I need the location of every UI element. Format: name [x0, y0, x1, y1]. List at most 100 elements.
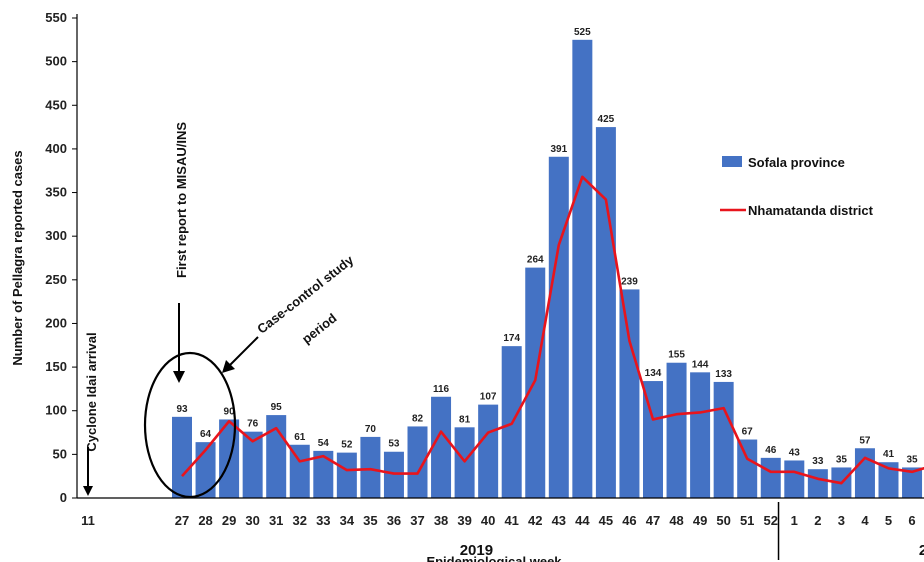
bar-data-label: 116 [433, 384, 450, 395]
annotation-first-report: First report to MISAU/INS [174, 122, 189, 278]
x-tick-label: 27 [175, 513, 189, 528]
y-tick-label: 400 [45, 141, 67, 156]
bar [172, 416, 192, 498]
bar-data-label: 90 [224, 406, 236, 417]
x-tick-label: 49 [693, 513, 707, 528]
bar-data-label: 54 [318, 438, 330, 449]
bar [313, 450, 334, 498]
x-tick-label: 30 [245, 513, 259, 528]
x-tick-label: 46 [622, 513, 636, 528]
x-tick-label: 42 [528, 513, 542, 528]
bar [666, 362, 687, 498]
bar [572, 39, 593, 499]
bar-data-label: 174 [503, 333, 520, 344]
y-axis: 0 50 100 150 200 250 300 350 400 450 500 550 [45, 10, 78, 505]
line-path [181, 175, 924, 485]
bar-data-label: 41 [883, 449, 895, 460]
x-tick-label: 45 [599, 513, 613, 528]
bar [643, 381, 663, 498]
legend-label-sofala: Sofala province [748, 155, 845, 170]
x-tick-label: 36 [387, 513, 401, 528]
bar [854, 448, 875, 498]
bar [431, 396, 452, 498]
bar-data-label: 33 [812, 456, 824, 467]
arrow-case-control-head [222, 360, 235, 373]
y-tick-label: 50 [53, 446, 67, 461]
bar-data-label: 107 [480, 392, 497, 403]
x-tick-label: 3 [838, 513, 845, 528]
x-axis: 11 27 28 29 30 31 32 33 34 35 36 37 38 39 40 41 42 43 44 45… [77, 497, 924, 560]
annotation-case-control-line2: period [299, 310, 340, 346]
bar-data-label: 93 [176, 404, 188, 415]
bar [478, 404, 499, 498]
bar-data-label: 95 [271, 402, 283, 413]
bar-data-label: 52 [341, 440, 353, 451]
arrow-case-control-shaft [229, 336, 259, 366]
x-tick-label: 5 [885, 513, 892, 528]
bar [878, 462, 899, 498]
y-tick-label: 200 [45, 315, 67, 330]
annotation-cyclone: Cyclone Idai arrival [84, 332, 99, 451]
x-tick-label: 37 [410, 513, 424, 528]
bar [595, 127, 616, 498]
x-tick-label: 48 [669, 513, 683, 528]
y-axis-title: Number of Pellagra reported cases [10, 150, 25, 365]
annotation-case-control-line1: Case-control study [254, 252, 357, 337]
x-tick-label: 35 [363, 513, 377, 528]
bar [360, 436, 381, 498]
year-label: 2019 [460, 542, 493, 559]
bar [454, 427, 475, 498]
legend: Sofala province Nhamatanda district [720, 155, 874, 218]
x-tick-label: 44 [575, 513, 590, 528]
bar [807, 469, 828, 498]
bar [407, 426, 428, 498]
x-tick-label: 43 [552, 513, 566, 528]
y-tick-label: 550 [45, 10, 67, 25]
bar [784, 460, 805, 498]
legend-swatch-sofala [722, 156, 742, 167]
bar [383, 451, 404, 498]
y-tick-label: 300 [45, 228, 67, 243]
x-tick-label: 1 [791, 513, 798, 528]
bar-data-label: 425 [598, 114, 615, 125]
x-tick-label: 47 [646, 513, 660, 528]
bar-series-sofala: 93 64 90 76 95 61 54 52 70 53 82 116 81 107 174 264 391 5… [172, 27, 923, 499]
bar [902, 467, 923, 498]
x-tick-label: 2 [814, 513, 821, 528]
y-tick-label: 250 [45, 272, 67, 287]
x-axis-title: Epidemiological week [426, 554, 562, 562]
x-tick-label: 6 [908, 513, 915, 528]
bar [242, 431, 263, 498]
bar-data-label: 133 [715, 369, 732, 380]
arrow-first-report-head [173, 371, 185, 383]
bar-data-label: 70 [365, 424, 377, 435]
bar [760, 457, 781, 498]
x-tick-label: 39 [457, 513, 471, 528]
x-tick-label: 4 [861, 513, 869, 528]
x-tick-label: 40 [481, 513, 495, 528]
bar-data-label: 46 [765, 445, 777, 456]
bar-data-label: 155 [668, 350, 685, 361]
bar [336, 452, 357, 498]
bar [619, 289, 640, 498]
x-tick-label: 31 [269, 513, 283, 528]
legend-label-nhamatanda: Nhamatanda district [748, 203, 874, 218]
x-tick-label: 28 [198, 513, 212, 528]
arrow-cyclone-head [83, 486, 93, 496]
x-tick-label: 38 [434, 513, 448, 528]
line-series-nhamatanda [181, 175, 924, 485]
bar [289, 444, 310, 498]
bar-data-label: 35 [906, 454, 918, 465]
y-tick-label: 450 [45, 97, 67, 112]
bar-data-label: 144 [692, 359, 709, 370]
x-tick-label: 11 [81, 513, 95, 528]
y-tick-label: 500 [45, 54, 67, 69]
bar [713, 381, 734, 498]
x-tick-label: 52 [764, 513, 778, 528]
bar-data-label: 61 [294, 432, 306, 443]
x-tick-label: 41 [504, 513, 518, 528]
x-tick-label: 34 [340, 513, 355, 528]
year-label: 2020 [919, 542, 924, 559]
bar [690, 372, 711, 498]
